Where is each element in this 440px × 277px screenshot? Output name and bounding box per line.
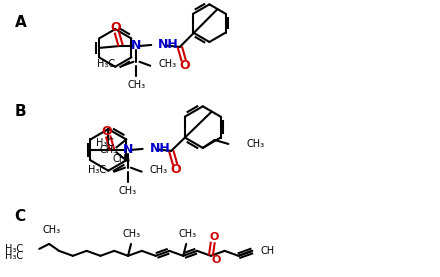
Text: CH₃: CH₃ [123,229,141,239]
Text: O: O [171,163,181,176]
Text: H₃C: H₃C [88,165,106,175]
Text: NH: NH [158,39,179,52]
Text: CH₃: CH₃ [128,79,146,89]
Text: CH₃: CH₃ [178,229,196,239]
Text: CH₃: CH₃ [119,186,137,196]
Text: CH₃: CH₃ [42,225,60,235]
Text: CH₃: CH₃ [246,139,264,149]
Text: H₃C: H₃C [5,251,23,261]
Text: O: O [102,125,113,138]
Text: O: O [180,59,190,72]
Text: H₃C: H₃C [96,138,114,148]
Text: N: N [123,143,133,157]
Text: CH₃: CH₃ [150,165,168,175]
Text: A: A [15,15,26,30]
Text: N: N [131,39,142,52]
Text: O: O [110,20,121,34]
Text: B: B [15,104,26,119]
Text: NH: NH [150,142,170,155]
Text: CH₃: CH₃ [158,59,176,69]
Text: CH₃: CH₃ [99,145,117,155]
Text: CH: CH [260,246,274,256]
Text: H₃C: H₃C [97,59,115,69]
Text: C: C [15,209,26,224]
Text: CH₃: CH₃ [112,154,130,164]
Text: H₃C: H₃C [5,244,23,254]
Text: O: O [209,232,219,242]
Text: O: O [211,255,220,265]
